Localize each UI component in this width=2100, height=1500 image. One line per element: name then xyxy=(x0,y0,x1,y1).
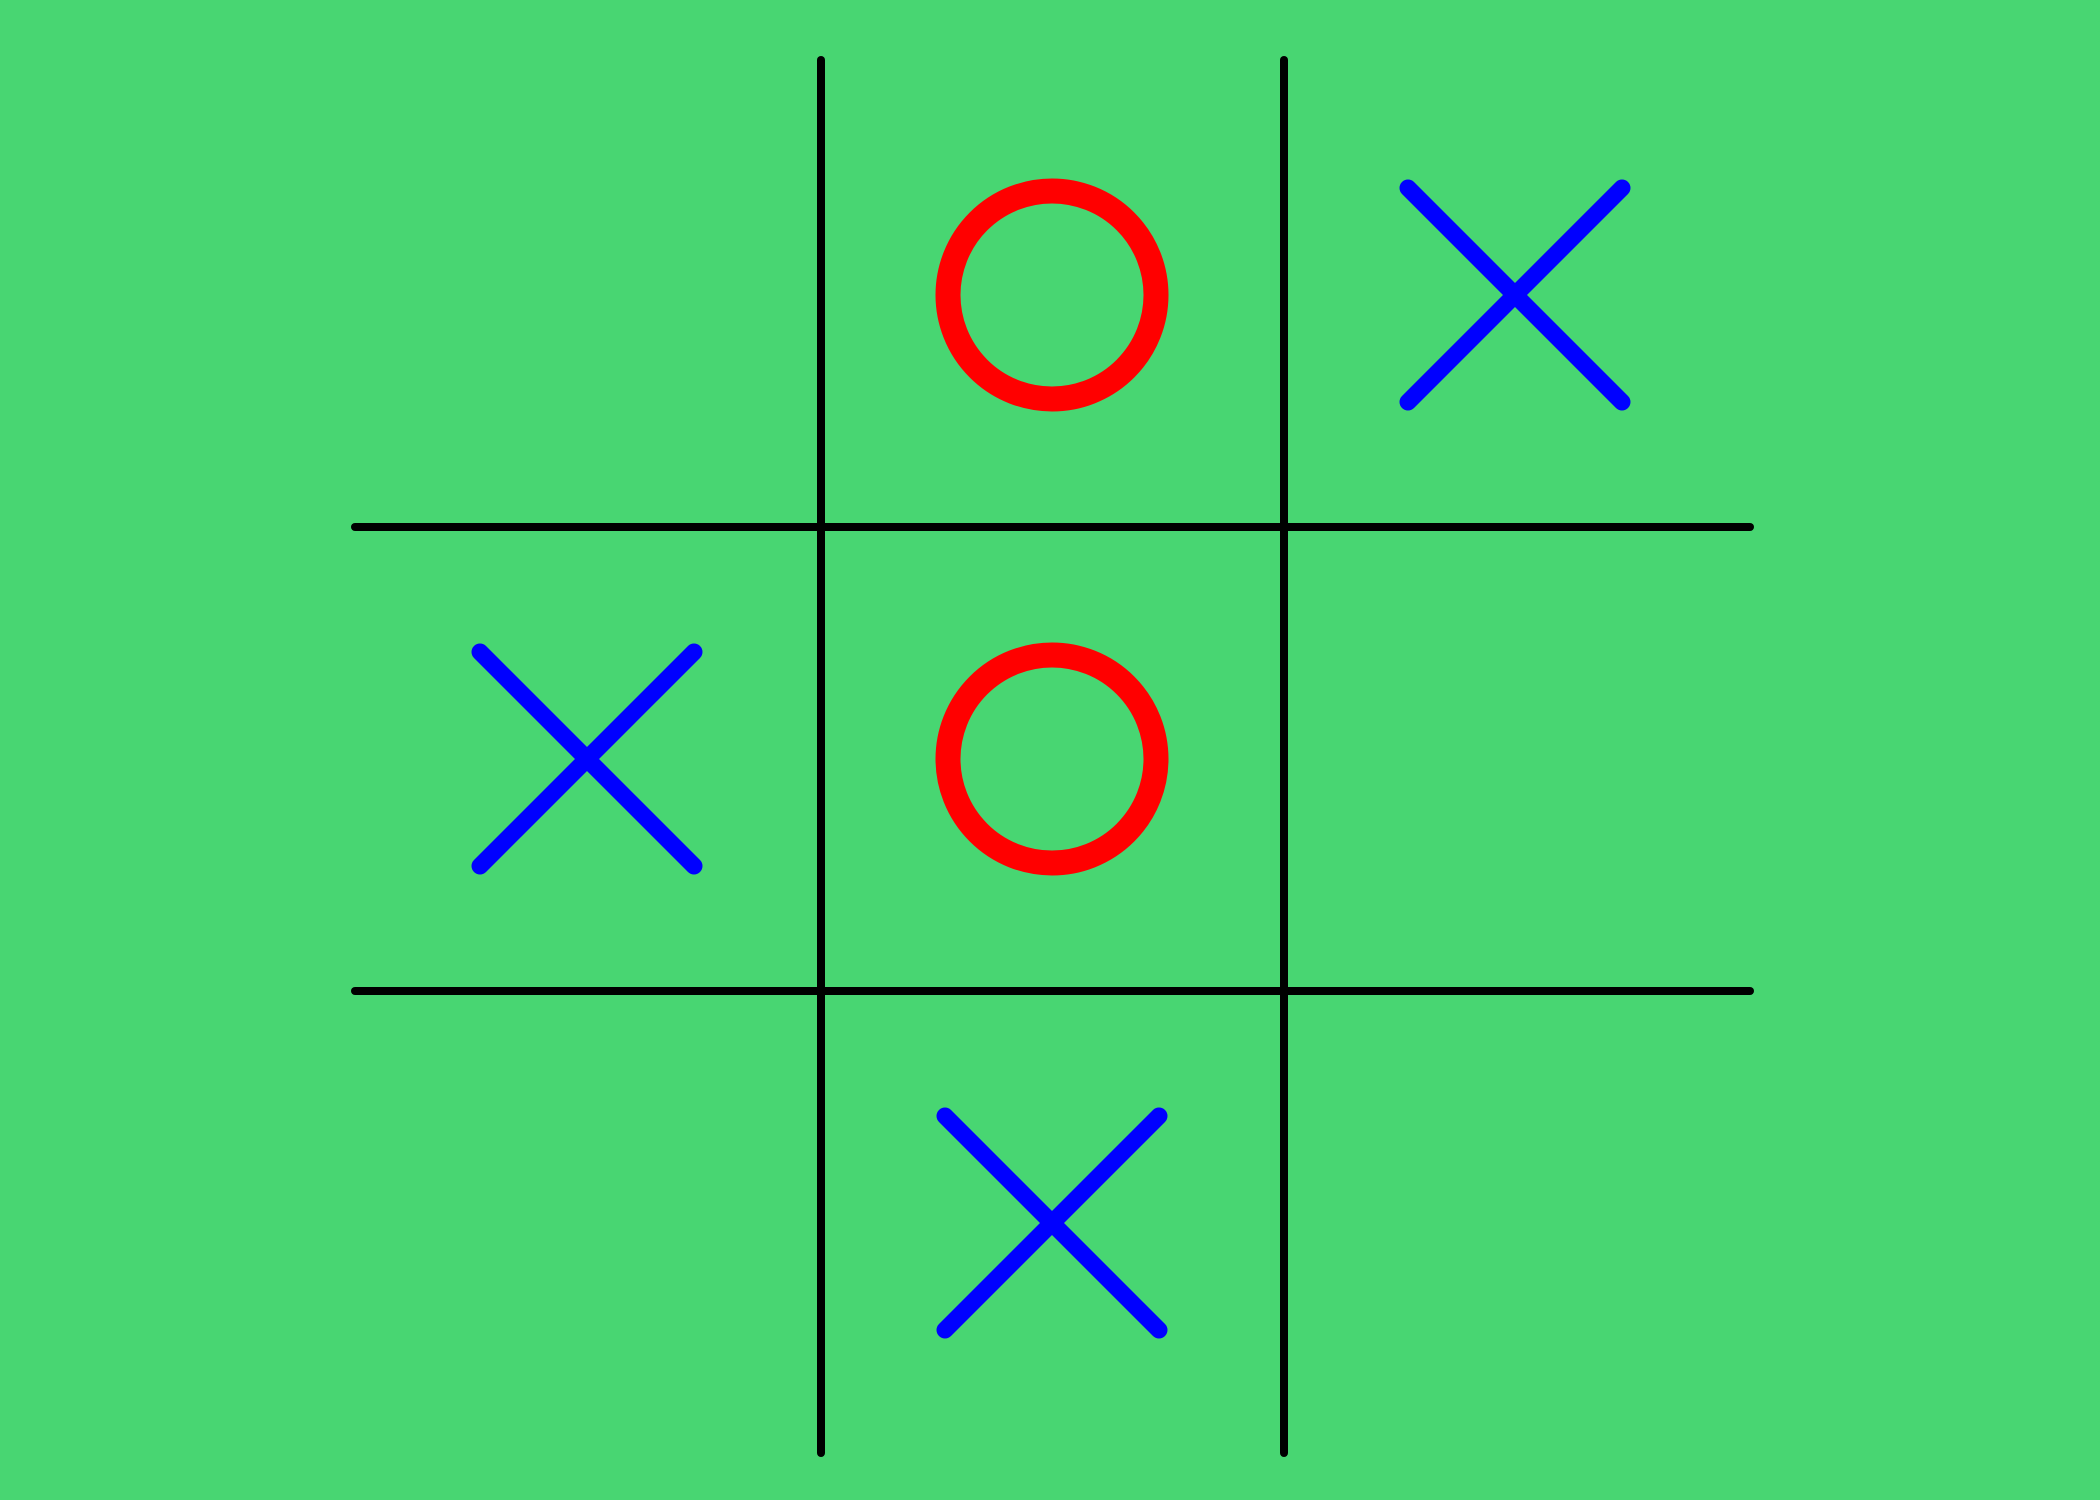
cell-r3-c2[interactable] xyxy=(827,997,1278,1447)
cell-hit-area[interactable] xyxy=(827,533,1278,985)
o-mark xyxy=(935,642,1169,876)
cell-hit-area[interactable] xyxy=(361,997,815,1447)
x-mark-stroke xyxy=(1399,179,1631,411)
x-mark-stroke xyxy=(936,1107,1168,1339)
x-mark xyxy=(1399,179,1631,411)
board-cells xyxy=(361,66,1744,1447)
cell-hit-area[interactable] xyxy=(361,66,815,521)
o-mark xyxy=(935,178,1169,412)
cell-r1-c1[interactable] xyxy=(361,66,815,521)
cell-r2-c2[interactable] xyxy=(827,533,1278,985)
x-mark xyxy=(936,1107,1168,1339)
cell-hit-area[interactable] xyxy=(1290,533,1744,985)
cell-r1-c3[interactable] xyxy=(1290,66,1744,521)
grid-lines xyxy=(351,56,1754,1457)
cell-hit-area[interactable] xyxy=(827,66,1278,521)
cell-r1-c2[interactable] xyxy=(827,66,1278,521)
cell-r2-c1[interactable] xyxy=(361,533,815,985)
cell-r2-c3[interactable] xyxy=(1290,533,1744,985)
cell-hit-area[interactable] xyxy=(1290,997,1744,1447)
x-mark xyxy=(471,643,703,875)
x-mark-stroke xyxy=(471,643,703,875)
cell-r3-c1[interactable] xyxy=(361,997,815,1447)
cell-r3-c3[interactable] xyxy=(1290,997,1744,1447)
